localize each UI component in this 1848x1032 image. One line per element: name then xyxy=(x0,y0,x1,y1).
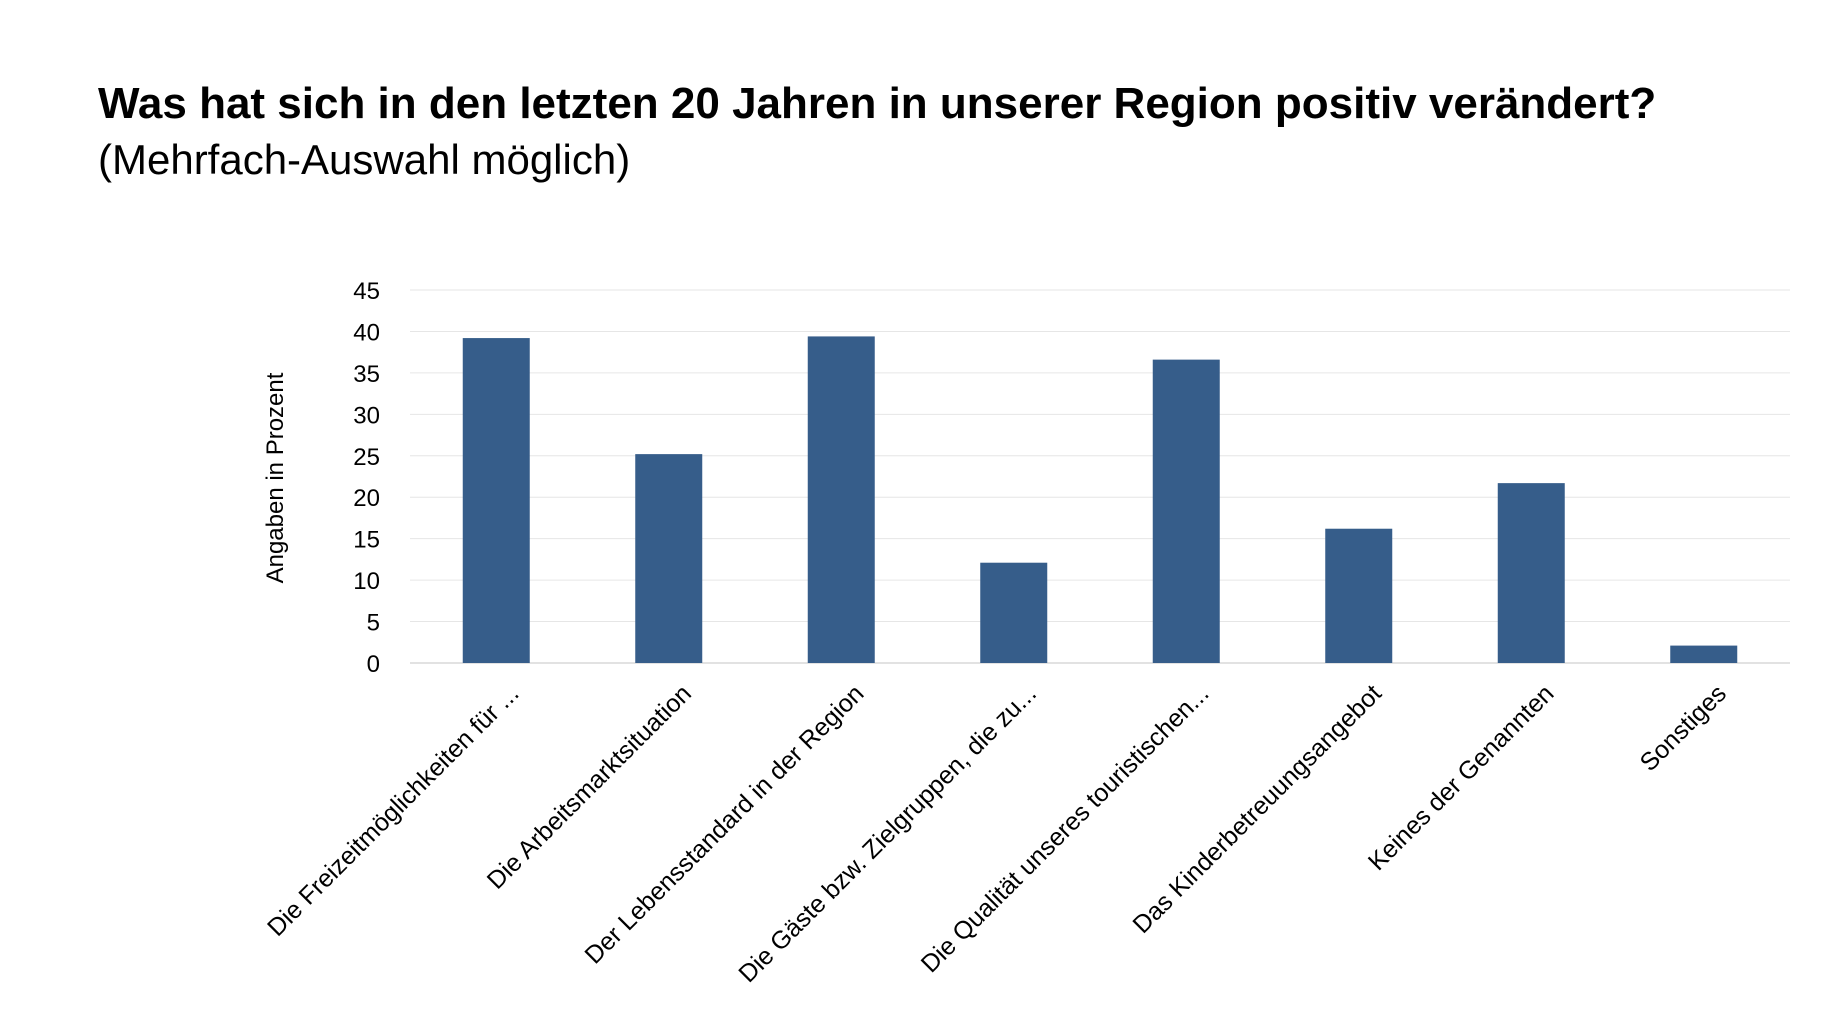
x-category-label: Die Freizeitmöglichkeiten für ... xyxy=(262,679,524,941)
bar xyxy=(1152,359,1220,663)
y-tick-label: 5 xyxy=(367,610,380,637)
bar xyxy=(1497,483,1565,663)
x-category-label: Keines der Genannten xyxy=(1363,679,1560,876)
bar xyxy=(980,562,1048,663)
y-tick-label: 15 xyxy=(353,527,380,554)
y-tick-label: 25 xyxy=(353,444,380,471)
y-tick-label: 20 xyxy=(353,485,380,512)
y-tick-label: 35 xyxy=(353,361,380,388)
bar xyxy=(1670,645,1738,663)
y-axis-ticks: 0 5 10 15 20 25 30 35 40 45 xyxy=(353,278,380,678)
x-category-label: Sonstiges xyxy=(1635,679,1732,776)
page-subtitle: (Mehrfach-Auswahl möglich) xyxy=(98,136,631,183)
bar xyxy=(1325,528,1393,663)
x-category-label: Die Arbeitsmarktsituation xyxy=(482,679,697,894)
x-category-label: Der Lebensstandard in der Region xyxy=(579,679,869,969)
x-category-label: Die Qualität unseres touristischen... xyxy=(916,679,1215,978)
y-tick-label: 10 xyxy=(353,568,380,595)
bar xyxy=(807,336,875,663)
x-axis-labels: Die Freizeitmöglichkeiten für ...Die Arb… xyxy=(262,679,1732,988)
y-tick-label: 0 xyxy=(367,651,380,678)
y-axis-title: Angaben in Prozent xyxy=(262,372,289,583)
gridlines xyxy=(410,289,1790,664)
y-tick-label: 45 xyxy=(353,278,380,305)
y-tick-label: 40 xyxy=(353,319,380,346)
y-tick-label: 30 xyxy=(353,402,380,429)
x-category-label: Die Gäste bzw. Zielgruppen, die zu... xyxy=(733,679,1042,988)
bars xyxy=(462,336,1738,663)
page-title: Was hat sich in den letzten 20 Jahren in… xyxy=(98,79,1657,128)
bar xyxy=(635,454,703,663)
bar xyxy=(462,338,530,663)
